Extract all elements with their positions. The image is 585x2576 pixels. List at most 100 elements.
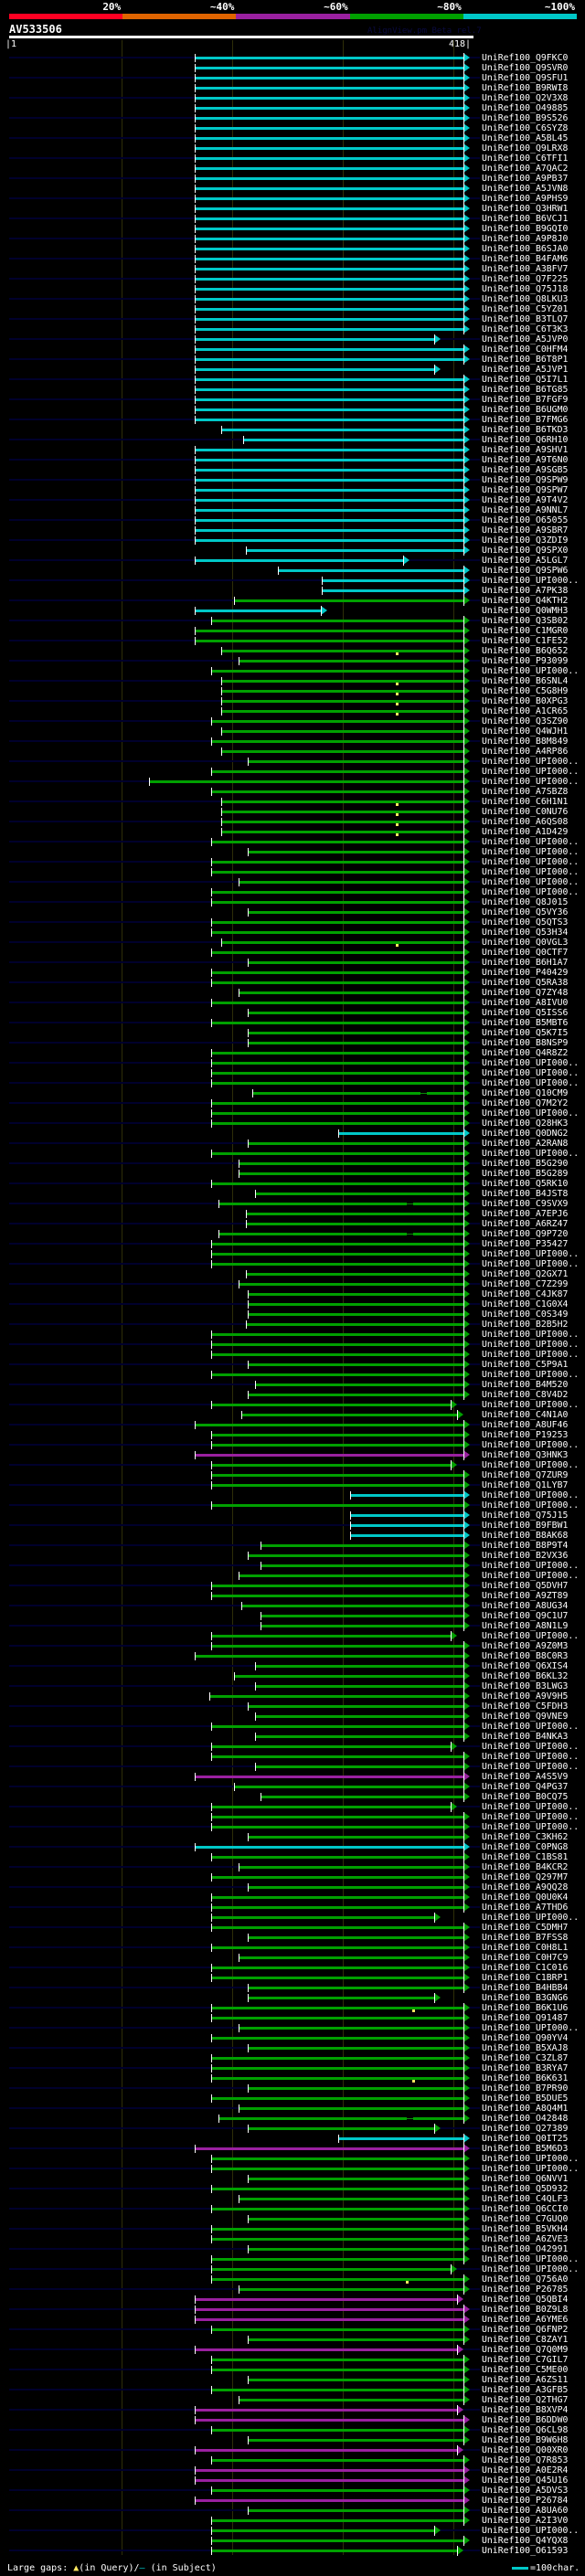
hit-label[interactable]: UniRef100_A5DVS3 (482, 2486, 569, 2496)
hit-label[interactable]: UniRef100_Q9SPW6 (482, 566, 569, 576)
hit-label[interactable]: UniRef100_B6H1A7 (482, 958, 569, 968)
hit-label[interactable]: UniRef100_B9FBW1 (482, 1521, 569, 1531)
hit-label[interactable]: UniRef100_A9SBR7 (482, 525, 569, 535)
hit-label[interactable]: UniRef100_B9RWI8 (482, 83, 569, 93)
hit-label[interactable]: UniRef100_Q9LRX8 (482, 143, 569, 154)
hit-label[interactable]: UniRef100_A3BFV7 (482, 264, 569, 274)
hit-label[interactable]: UniRef100_C0NU76 (482, 807, 569, 817)
hit-label[interactable]: UniRef100_Q9SPW7 (482, 485, 569, 495)
hit-label[interactable]: UniRef100_B2B5H2 (482, 1320, 569, 1330)
hit-label[interactable]: UniRef100_Q2THG7 (482, 2395, 569, 2405)
hit-label[interactable]: UniRef100_B8AK68 (482, 1531, 569, 1541)
hit-label[interactable]: UniRef100_C7GUQ0 (482, 2214, 569, 2224)
hit-label[interactable]: UniRef100_UPI000.. (482, 1500, 580, 1511)
hit-label[interactable]: UniRef100_B9W6H8 (482, 2435, 569, 2445)
hit-label[interactable]: UniRef100_Q3ZDI9 (482, 535, 569, 546)
hit-label[interactable]: UniRef100_B6T8P1 (482, 355, 569, 365)
hit-label[interactable]: UniRef100_B2VX36 (482, 1551, 569, 1561)
hit-label[interactable]: UniRef100_Q5RK10 (482, 1179, 569, 1189)
hit-label[interactable]: UniRef100_A0E2R4 (482, 2465, 569, 2475)
hit-label[interactable]: UniRef100_B5DUE5 (482, 2094, 569, 2104)
hit-label[interactable]: UniRef100_UPI000.. (482, 857, 580, 867)
hit-label[interactable]: UniRef100_B6VCJ1 (482, 214, 569, 224)
hit-label[interactable]: UniRef100_UPI000.. (482, 2264, 580, 2274)
hit-label[interactable]: UniRef100_C4QLF3 (482, 2194, 569, 2204)
hit-label[interactable]: UniRef100_UPI000.. (482, 1350, 580, 1360)
hit-label[interactable]: UniRef100_UPI000.. (482, 666, 580, 676)
hit-label[interactable]: UniRef100_UPI000.. (482, 1460, 580, 1470)
hit-label[interactable]: UniRef100_A7QAC2 (482, 164, 569, 174)
hit-label[interactable]: UniRef100_C4JK87 (482, 1289, 569, 1299)
hit-label[interactable]: UniRef100_UPI000.. (482, 1058, 580, 1068)
hit-label[interactable]: UniRef100_Q9SFU1 (482, 73, 569, 83)
hit-label[interactable]: UniRef100_B4KCR2 (482, 1862, 569, 1872)
hit-label[interactable]: UniRef100_Q75J15 (482, 1511, 569, 1521)
hit-label[interactable]: UniRef100_C5P9A1 (482, 1360, 569, 1370)
hit-label[interactable]: UniRef100_C1C016 (482, 1963, 569, 1973)
hit-label[interactable]: UniRef100_C0HFM4 (482, 345, 569, 355)
hit-label[interactable]: UniRef100_P26785 (482, 2284, 569, 2295)
hit-label[interactable]: UniRef100_UPI000.. (482, 1722, 580, 1732)
hit-label[interactable]: UniRef100_B5G290 (482, 1159, 569, 1169)
hit-label[interactable]: UniRef100_Q5DVH7 (482, 1581, 569, 1591)
hit-label[interactable]: UniRef100_B0Z9L8 (482, 2305, 569, 2315)
hit-label[interactable]: UniRef100_C0H8L1 (482, 1943, 569, 1953)
hit-label[interactable]: UniRef100_UPI000.. (482, 867, 580, 877)
hit-label[interactable]: UniRef100_A9NNL7 (482, 505, 569, 515)
hit-label[interactable]: UniRef100_Q91487 (482, 2013, 569, 2023)
hit-label[interactable]: UniRef100_A7EPJ6 (482, 1209, 569, 1219)
hit-label[interactable]: UniRef100_UPI000.. (482, 2023, 580, 2033)
hit-label[interactable]: UniRef100_UPI000.. (482, 1400, 580, 1410)
hit-label[interactable]: UniRef100_UPI000.. (482, 1742, 580, 1752)
hit-label[interactable]: UniRef100_A5JVN8 (482, 184, 569, 194)
hit-label[interactable]: UniRef100_UPI000.. (482, 1822, 580, 1832)
hit-label[interactable]: UniRef100_Q756A0 (482, 2274, 569, 2284)
hit-label[interactable]: UniRef100_C4N1A0 (482, 1410, 569, 1420)
hit-label[interactable]: UniRef100_B7FSS8 (482, 1933, 569, 1943)
hit-label[interactable]: UniRef100_C0S349 (482, 1309, 569, 1320)
hit-label[interactable]: UniRef100_Q7M2Y2 (482, 1098, 569, 1108)
hit-label[interactable]: UniRef100_B8XVP4 (482, 2405, 569, 2415)
hit-label[interactable]: UniRef100_Q5RA38 (482, 978, 569, 988)
hit-label[interactable]: UniRef100_A6YME6 (482, 2315, 569, 2325)
hit-label[interactable]: UniRef100_Q90YV4 (482, 2033, 569, 2043)
hit-label[interactable]: UniRef100_B6Q652 (482, 646, 569, 656)
hit-label[interactable]: UniRef100_C1G0X4 (482, 1299, 569, 1309)
hit-label[interactable]: UniRef100_Q7ZUR9 (482, 1470, 569, 1480)
hit-label[interactable]: UniRef100_Q0IT25 (482, 2134, 569, 2144)
hit-label[interactable]: UniRef100_O42991 (482, 2244, 569, 2254)
hit-label[interactable]: UniRef100_UPI000.. (482, 887, 580, 897)
hit-label[interactable]: UniRef100_Q6RH10 (482, 435, 569, 445)
hit-label[interactable]: UniRef100_Q4PG37 (482, 1782, 569, 1792)
hit-label[interactable]: UniRef100_C9SVX9 (482, 1199, 569, 1209)
hit-label[interactable]: UniRef100_A9T6N0 (482, 455, 569, 465)
hit-label[interactable]: UniRef100_B6SNL4 (482, 676, 569, 686)
hit-label[interactable]: UniRef100_Q9C1U7 (482, 1611, 569, 1621)
hit-label[interactable]: UniRef100_UPI000.. (482, 1068, 580, 1078)
hit-label[interactable]: UniRef100_UPI000.. (482, 1631, 580, 1641)
hit-label[interactable]: UniRef100_A8UF46 (482, 1420, 569, 1430)
hit-label[interactable]: UniRef100_A4RP86 (482, 747, 569, 757)
hit-label[interactable]: UniRef100_P19253 (482, 1430, 569, 1440)
hit-label[interactable]: UniRef100_Q3SZ90 (482, 716, 569, 726)
hit-label[interactable]: UniRef100_Q9SVR0 (482, 63, 569, 73)
hit-label[interactable]: UniRef100_A2I3V0 (482, 2516, 569, 2526)
hit-label[interactable]: UniRef100_B8NSP9 (482, 1038, 569, 1048)
hit-label[interactable]: UniRef100_B9GQI0 (482, 224, 569, 234)
hit-label[interactable]: UniRef100_C5G8H9 (482, 686, 569, 696)
hit-label[interactable]: UniRef100_B4M520 (482, 1380, 569, 1390)
hit-label[interactable]: UniRef100_B5M6D3 (482, 2144, 569, 2154)
hit-label[interactable]: UniRef100_A8Q4M1 (482, 2104, 569, 2114)
hit-label[interactable]: UniRef100_UPI000.. (482, 1330, 580, 1340)
hit-label[interactable]: UniRef100_UPI000.. (482, 1490, 580, 1500)
hit-label[interactable]: UniRef100_A6ZVE3 (482, 2234, 569, 2244)
hit-label[interactable]: UniRef100_B4FAM6 (482, 254, 569, 264)
hit-label[interactable]: UniRef100_A9V9H5 (482, 1691, 569, 1701)
hit-label[interactable]: UniRef100_A2RAN8 (482, 1139, 569, 1149)
hit-label[interactable]: UniRef100_B6DDW0 (482, 2415, 569, 2425)
hit-label[interactable]: UniRef100_UPI000.. (482, 1812, 580, 1822)
hit-label[interactable]: UniRef100_Q4WJH1 (482, 726, 569, 737)
hit-label[interactable]: UniRef100_P35427 (482, 1239, 569, 1249)
hit-label[interactable]: UniRef100_Q7R853 (482, 2455, 569, 2465)
hit-label[interactable]: UniRef100_C5ME00 (482, 2365, 569, 2375)
